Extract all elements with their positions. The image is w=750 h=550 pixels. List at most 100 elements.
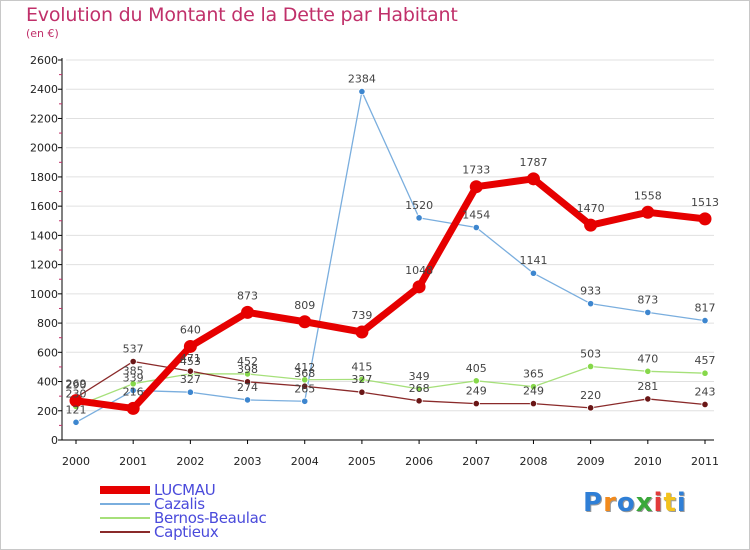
data-label-lucmau: 216 <box>123 385 144 398</box>
data-point-cazalis <box>358 87 366 96</box>
data-label-cazalis: 1520 <box>405 199 433 212</box>
data-label-cazalis: 339 <box>123 371 144 384</box>
data-label-lucmau: 1470 <box>577 202 605 215</box>
data-label-cazalis: 1454 <box>462 208 490 221</box>
data-point-captieux <box>701 400 709 409</box>
logo-letter: i <box>676 488 687 518</box>
y-tick-label: 200 <box>37 405 58 418</box>
data-label-captieux: 249 <box>523 385 544 398</box>
data-point-cazalis <box>301 397 309 405</box>
data-label-captieux: 290 <box>66 379 87 392</box>
data-label-bernos-beaulac: 385 <box>123 365 144 378</box>
y-tick-label: 1000 <box>30 288 58 301</box>
data-label-captieux: 243 <box>695 385 716 398</box>
data-label-captieux: 220 <box>580 389 601 402</box>
y-tick-label: 2200 <box>30 112 58 125</box>
x-tick-label: 2010 <box>634 455 662 468</box>
logo-letter: r <box>603 488 617 518</box>
data-label-lucmau: 640 <box>180 323 201 336</box>
y-tick-label: 1800 <box>30 171 58 184</box>
x-tick-label: 2005 <box>348 455 376 468</box>
data-label-lucmau: 1733 <box>462 164 490 177</box>
logo-letter: x <box>635 488 654 518</box>
legend-label-captieux: Captieux <box>154 523 219 541</box>
legend-swatch-bernos-beaulac <box>100 517 150 519</box>
data-point-lucmau <box>584 218 598 232</box>
data-label-cazalis: 274 <box>237 381 258 394</box>
logo-letter: t <box>663 488 677 518</box>
data-point-lucmau <box>355 325 369 339</box>
data-point-cazalis <box>701 316 709 325</box>
logo-letter: i <box>653 488 664 518</box>
data-point-cazalis <box>243 396 252 404</box>
data-label-cazalis: 873 <box>637 293 658 306</box>
data-point-bernos-beaulac <box>243 370 252 378</box>
data-point-bernos-beaulac <box>415 385 423 393</box>
data-point-captieux <box>186 367 194 375</box>
y-tick-label: 800 <box>37 317 58 330</box>
chart-subtitle: (en €) <box>26 27 59 40</box>
data-label-bernos-beaulac: 412 <box>294 361 315 374</box>
data-label-lucmau: 1558 <box>634 189 662 202</box>
logo-letter: o <box>616 488 636 518</box>
y-tick-label: 2400 <box>30 83 58 96</box>
data-point-cazalis <box>415 214 423 222</box>
data-point-bernos-beaulac <box>587 362 595 371</box>
data-point-lucmau <box>526 172 540 186</box>
data-label-captieux: 537 <box>123 343 144 356</box>
y-tick-label: 600 <box>37 346 58 359</box>
series-line-cazalis <box>75 90 706 423</box>
y-tick-label: 2600 <box>30 54 58 67</box>
data-label-bernos-beaulac: 365 <box>523 368 544 381</box>
legend-swatch-lucmau <box>100 486 150 494</box>
x-tick-label: 2001 <box>119 455 147 468</box>
data-label-lucmau: 1513 <box>691 196 719 209</box>
data-point-captieux <box>301 382 309 390</box>
x-tick-label: 2006 <box>405 455 433 468</box>
data-point-bernos-beaulac <box>529 383 538 391</box>
data-label-lucmau: 1787 <box>519 156 547 169</box>
y-tick-label: 0 <box>51 434 58 447</box>
y-tick-label: 1600 <box>30 200 58 213</box>
y-tick-label: 2000 <box>30 142 58 155</box>
y-tick-label: 400 <box>37 376 58 389</box>
data-label-captieux: 281 <box>637 380 658 393</box>
x-tick-label: 2003 <box>234 455 262 468</box>
data-label-cazalis: 327 <box>180 373 201 386</box>
legend-label-bernos-beaulac: Bernos-Beaulac <box>154 509 267 527</box>
data-point-lucmau <box>641 205 655 219</box>
data-point-cazalis <box>472 223 480 232</box>
data-label-captieux: 368 <box>294 367 315 380</box>
data-label-bernos-beaulac: 470 <box>637 352 658 365</box>
data-point-cazalis <box>72 418 80 426</box>
data-point-bernos-beaulac <box>701 369 709 377</box>
data-point-lucmau <box>698 212 712 226</box>
data-label-bernos-beaulac: 415 <box>351 360 372 373</box>
data-label-captieux: 268 <box>409 382 430 395</box>
data-label-bernos-beaulac: 452 <box>237 355 258 368</box>
data-point-captieux <box>358 388 366 396</box>
x-tick-label: 2008 <box>519 455 547 468</box>
data-label-captieux: 249 <box>466 385 487 398</box>
data-point-cazalis <box>186 388 194 396</box>
data-label-lucmau: 873 <box>237 289 258 302</box>
y-tick-label: 1200 <box>30 259 58 272</box>
data-label-cazalis: 265 <box>294 382 315 395</box>
data-label-cazalis: 1141 <box>519 254 547 267</box>
data-point-captieux <box>129 357 137 366</box>
data-label-lucmau: 1048 <box>405 264 433 277</box>
data-point-captieux <box>587 404 595 412</box>
data-label-captieux: 327 <box>351 373 372 386</box>
data-label-cazalis: 2384 <box>348 73 376 86</box>
data-label-lucmau: 809 <box>294 299 315 312</box>
logo-letter: P <box>583 488 604 518</box>
data-label-lucmau: 269 <box>66 378 87 391</box>
data-point-captieux <box>415 397 423 405</box>
y-tick-label: 1400 <box>30 229 58 242</box>
data-point-bernos-beaulac <box>358 375 366 383</box>
legend-label-cazalis: Cazalis <box>154 495 205 513</box>
data-point-lucmau <box>183 339 197 353</box>
data-point-captieux <box>243 378 252 386</box>
data-point-lucmau <box>126 401 140 415</box>
